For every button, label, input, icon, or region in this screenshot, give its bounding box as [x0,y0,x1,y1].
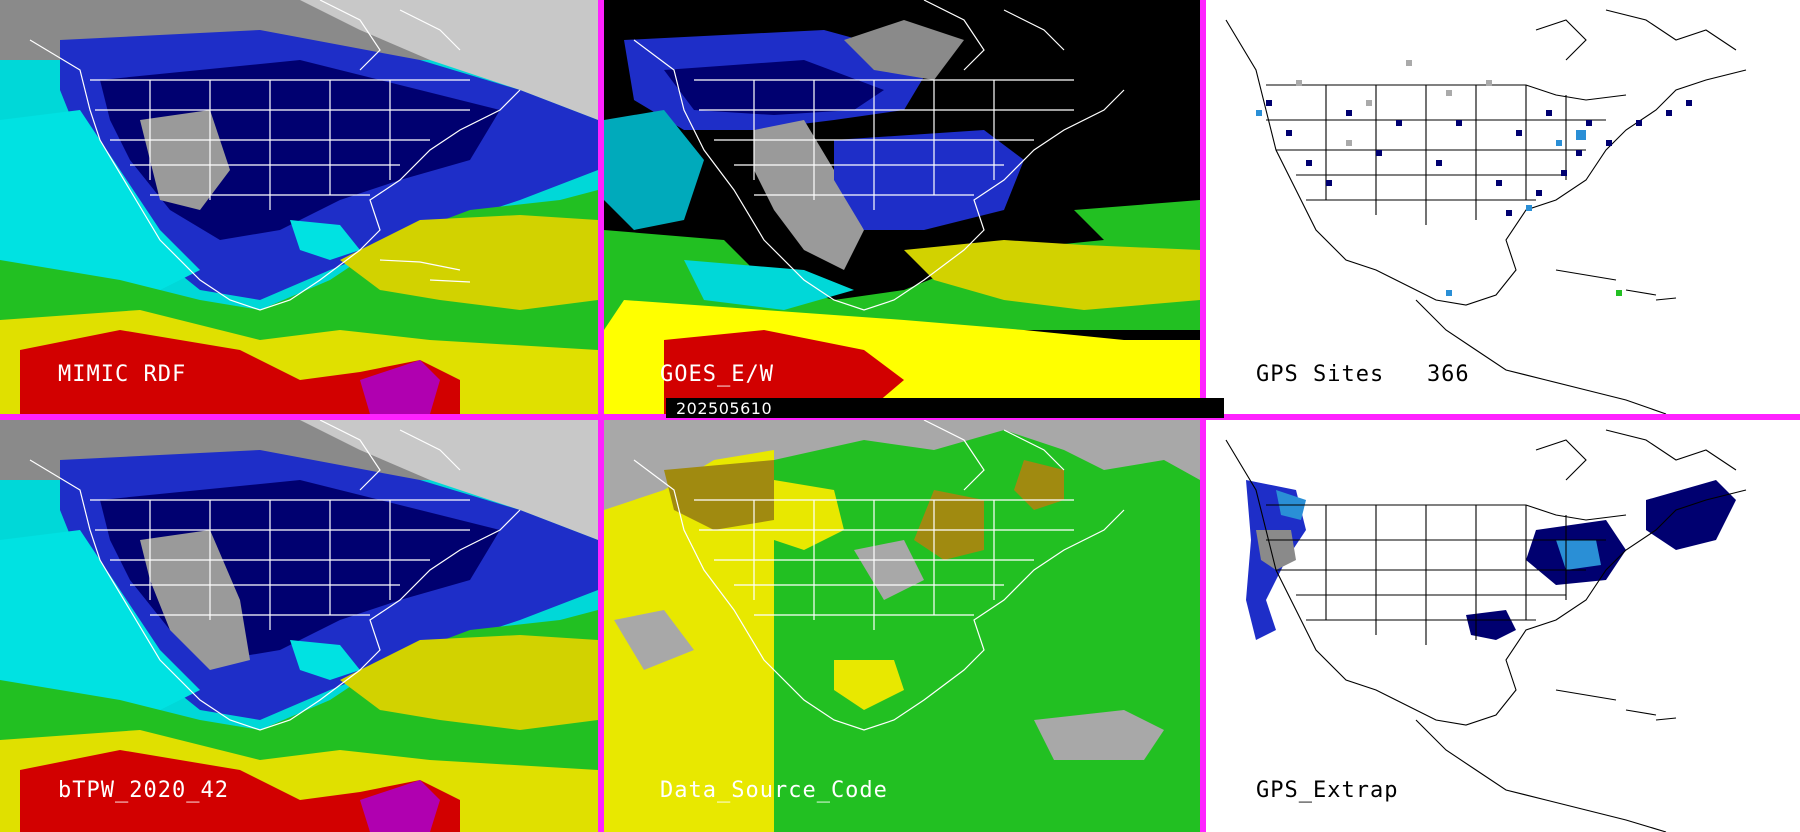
panel-label: GPS_Extrap [1256,778,1399,803]
goes-map [604,0,1200,414]
panel-label: bTPW_2020_42 [58,778,229,803]
gps-extrap-panel: GPS_Extrap [1206,420,1800,832]
panel-label: GPS Sites 366 [1256,362,1470,387]
source-map [604,420,1200,832]
timestamp-label: 202505610 [676,399,773,418]
gps-sites-map [1206,0,1800,414]
panel-label: GOES_E/W [660,362,774,387]
tpw-map [0,420,598,832]
goes-panel: GOES_E/W [604,0,1200,414]
panel-label: MIMIC RDF [58,362,187,387]
tpw-map [0,0,598,414]
mimic-rdf-panel: MIMIC RDF [0,0,598,414]
panel-label: Data_Source_Code [660,778,888,803]
gps-extrap-map [1206,420,1800,832]
btpw-panel: bTPW_2020_42 [0,420,598,832]
timestamp-bar [666,398,1224,418]
data-source-code-panel: Data_Source_Code [604,420,1200,832]
gps-sites-panel: GPS Sites 366 [1206,0,1800,414]
